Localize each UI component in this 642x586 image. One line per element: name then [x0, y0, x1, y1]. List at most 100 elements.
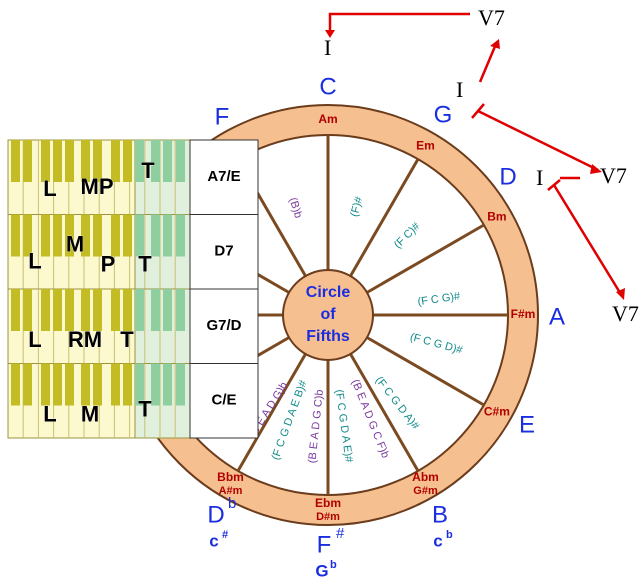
black-key [81, 289, 90, 331]
black-key [23, 363, 32, 406]
black-key [41, 289, 50, 331]
numeral: V7 [478, 5, 505, 30]
minor-key: Ebm [315, 496, 341, 510]
major-key-alt: c [433, 531, 442, 550]
black-key [135, 214, 144, 257]
chord-cell [189, 214, 259, 290]
black-key [81, 363, 90, 406]
black-key [111, 214, 120, 257]
center-title: Circle [306, 284, 351, 301]
finger: M [81, 401, 99, 426]
major-key: F [317, 531, 332, 558]
black-key [11, 363, 20, 406]
major-key-sup: b [228, 495, 236, 512]
black-key [163, 363, 172, 406]
finger: L [43, 176, 56, 201]
finger: MP [81, 174, 114, 199]
chord-cell [189, 363, 259, 439]
finger: L [28, 248, 41, 273]
arrows [325, 12, 625, 300]
major-key: D [207, 501, 224, 528]
black-key [123, 289, 132, 331]
chord-label: D7 [214, 243, 233, 260]
black-key [111, 140, 120, 182]
major-key: E [519, 411, 535, 438]
finger: RM [68, 327, 102, 352]
black-key [176, 140, 185, 182]
black-key [53, 289, 62, 331]
major-key-alt: G [315, 561, 328, 580]
major-key: G [434, 101, 453, 128]
major-key-alt: c [209, 531, 218, 550]
major-key: F [215, 103, 230, 130]
chord-cell [189, 139, 259, 215]
chord-label: G7/D [206, 317, 241, 334]
minor-key: F#m [511, 307, 536, 321]
black-key [23, 214, 32, 257]
black-key [123, 214, 132, 257]
minor-key: Bm [487, 210, 506, 224]
spoke [366, 336, 485, 407]
chord-cell [189, 288, 259, 364]
black-key [53, 363, 62, 406]
finger: T [120, 327, 134, 352]
black-key [135, 363, 144, 406]
center-title: Fifths [306, 328, 350, 345]
finger: T [141, 158, 155, 183]
finger: M [66, 231, 84, 256]
black-key [123, 140, 132, 182]
chord-label: C/E [211, 392, 236, 409]
black-key [151, 214, 160, 257]
numeral: I [324, 35, 331, 60]
minor-key-alt: A#m [219, 485, 243, 497]
minor-key: Am [318, 112, 337, 126]
major-key-sup: # [336, 525, 345, 542]
black-key [41, 214, 50, 257]
spoke [236, 353, 307, 472]
minor-key-alt: D#m [316, 511, 340, 523]
minor-key: Bbm [217, 470, 244, 484]
black-key [41, 363, 50, 406]
minor-key-alt: G#m [413, 485, 438, 497]
black-key [81, 140, 90, 182]
black-key [176, 363, 185, 406]
black-key [65, 214, 74, 257]
major-key: D [499, 163, 516, 190]
finger: L [28, 327, 41, 352]
black-key [65, 289, 74, 331]
spoke [366, 223, 485, 294]
black-key [41, 140, 50, 182]
black-key [163, 140, 172, 182]
black-key [81, 214, 90, 257]
center-circle [282, 269, 374, 361]
black-key [93, 214, 102, 257]
black-key [151, 363, 160, 406]
black-key [151, 289, 160, 331]
spoke [349, 158, 420, 277]
numeral: I [456, 77, 463, 102]
major-key-alt-sup: # [222, 529, 228, 541]
finger: T [138, 251, 152, 276]
black-key [151, 140, 160, 182]
black-key [11, 289, 20, 331]
black-key [176, 289, 185, 331]
spoke [349, 353, 420, 472]
black-key [11, 140, 20, 182]
major-key-alt-sup: b [330, 559, 337, 571]
black-key [93, 289, 102, 331]
black-key [123, 363, 132, 406]
minor-key: C#m [484, 405, 510, 419]
black-key [23, 140, 32, 182]
black-key [111, 289, 120, 331]
black-key [53, 140, 62, 182]
key-signature: (F C G)# [417, 290, 462, 308]
black-key [93, 140, 102, 182]
major-key-alt-sup: b [446, 529, 453, 541]
black-key [93, 363, 102, 406]
chord-label: A7/E [207, 168, 240, 185]
key-signature: (F)# [348, 195, 365, 218]
black-key [111, 363, 120, 406]
minor-key: Em [416, 138, 435, 152]
key-signature: (B)b [287, 196, 305, 219]
major-key: C [319, 73, 336, 100]
